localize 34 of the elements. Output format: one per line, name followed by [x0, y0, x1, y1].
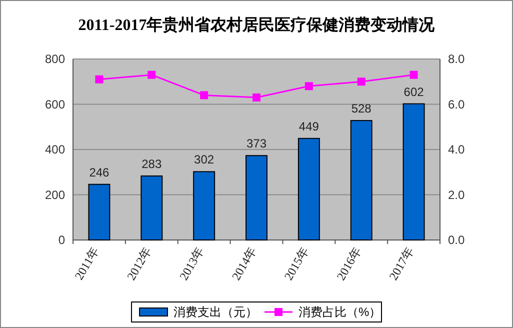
text: 449: [298, 119, 319, 134]
point: [252, 93, 260, 102]
text: 302: [194, 152, 214, 167]
point: [148, 70, 156, 79]
y-tick-label: 800: [44, 52, 66, 66]
y2-tick-label: 8.0: [448, 52, 466, 66]
point: [304, 82, 313, 90]
y2-tick-label: 6.0: [448, 97, 466, 112]
y-tick-label: 600: [44, 97, 66, 112]
bar: [350, 120, 372, 240]
text: 602: [404, 84, 424, 99]
bar: [402, 103, 425, 240]
text: 528: [351, 102, 372, 116]
point: [410, 70, 418, 79]
y2-tick-label: 2.0: [448, 188, 466, 202]
text: 283: [142, 156, 162, 171]
y-tick-label: 0: [58, 233, 66, 247]
bar: [88, 184, 110, 240]
bar: [246, 155, 268, 240]
bar: [140, 175, 163, 240]
y2-tick-label: 4.0: [448, 142, 466, 156]
legend-label: 消费支出（元）: [174, 305, 258, 319]
text: 373: [246, 136, 267, 151]
y-tick-label: 400: [44, 142, 66, 156]
bar: [193, 171, 216, 240]
legend-label: 消费占比（%）: [298, 305, 382, 319]
bar: [298, 138, 320, 240]
y2-tick-label: 0.0: [448, 233, 466, 247]
point: [95, 75, 104, 84]
point: [200, 91, 208, 100]
text: 246: [89, 165, 110, 180]
point: [357, 78, 366, 86]
title: 2011-2017年贵州省农村居民医疗保健消费变动情况: [78, 17, 435, 34]
y-tick-label: 200: [44, 188, 66, 202]
